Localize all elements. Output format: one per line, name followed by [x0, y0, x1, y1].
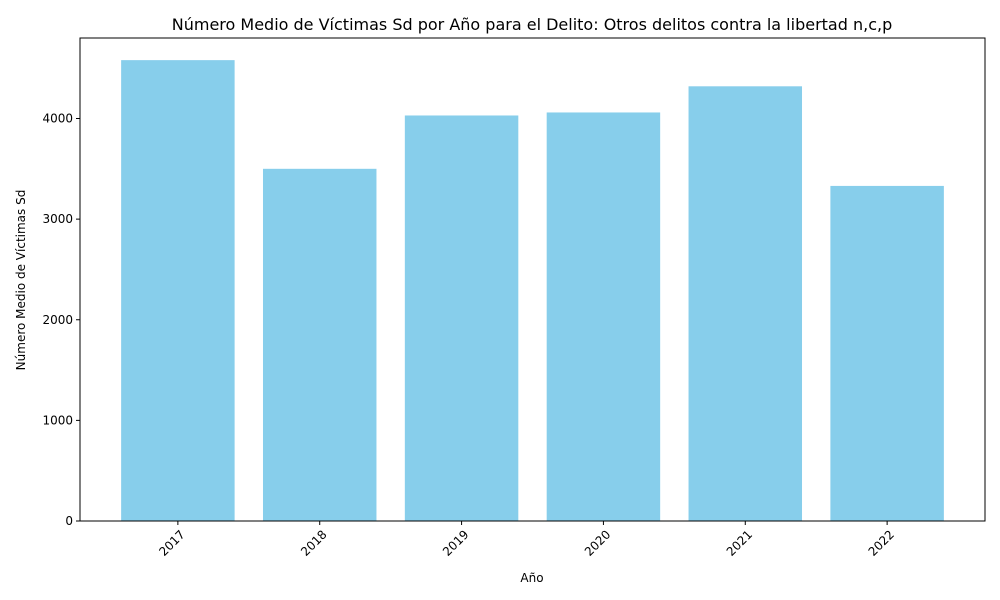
plot-frame — [79, 37, 986, 522]
y-axis-label: Número Medio de Víctimas Sd — [14, 190, 28, 371]
y-axis: 0 1000 2000 3000 4000 — [42, 112, 80, 528]
y-tick-label-4000: 4000 — [42, 112, 73, 126]
bar-2019 — [404, 115, 519, 521]
y-tick-label-1000: 1000 — [42, 413, 73, 427]
x-axis-label: Año — [520, 571, 543, 585]
y-tick-label-0: 0 — [65, 514, 73, 528]
bar-2020 — [546, 112, 661, 522]
x-tick-label-2017: 2017 — [156, 527, 187, 558]
x-axis: 2017 2018 2019 2020 2021 2022 — [156, 521, 897, 559]
bar-2018 — [262, 168, 377, 521]
x-tick-label-2019: 2019 — [440, 527, 471, 558]
bars-group — [121, 60, 944, 522]
y-tick-label-3000: 3000 — [42, 212, 73, 226]
bar-2021 — [688, 86, 803, 522]
x-tick-label-2020: 2020 — [582, 527, 613, 558]
y-tick-label-2000: 2000 — [42, 313, 73, 327]
x-tick-label-2021: 2021 — [724, 527, 755, 558]
bar-2017 — [121, 60, 235, 521]
bar-2022 — [830, 185, 944, 521]
x-tick-label-2018: 2018 — [298, 527, 329, 558]
x-tick-label-2022: 2022 — [866, 527, 897, 558]
chart-title: Número Medio de Víctimas Sd por Año para… — [172, 15, 892, 34]
